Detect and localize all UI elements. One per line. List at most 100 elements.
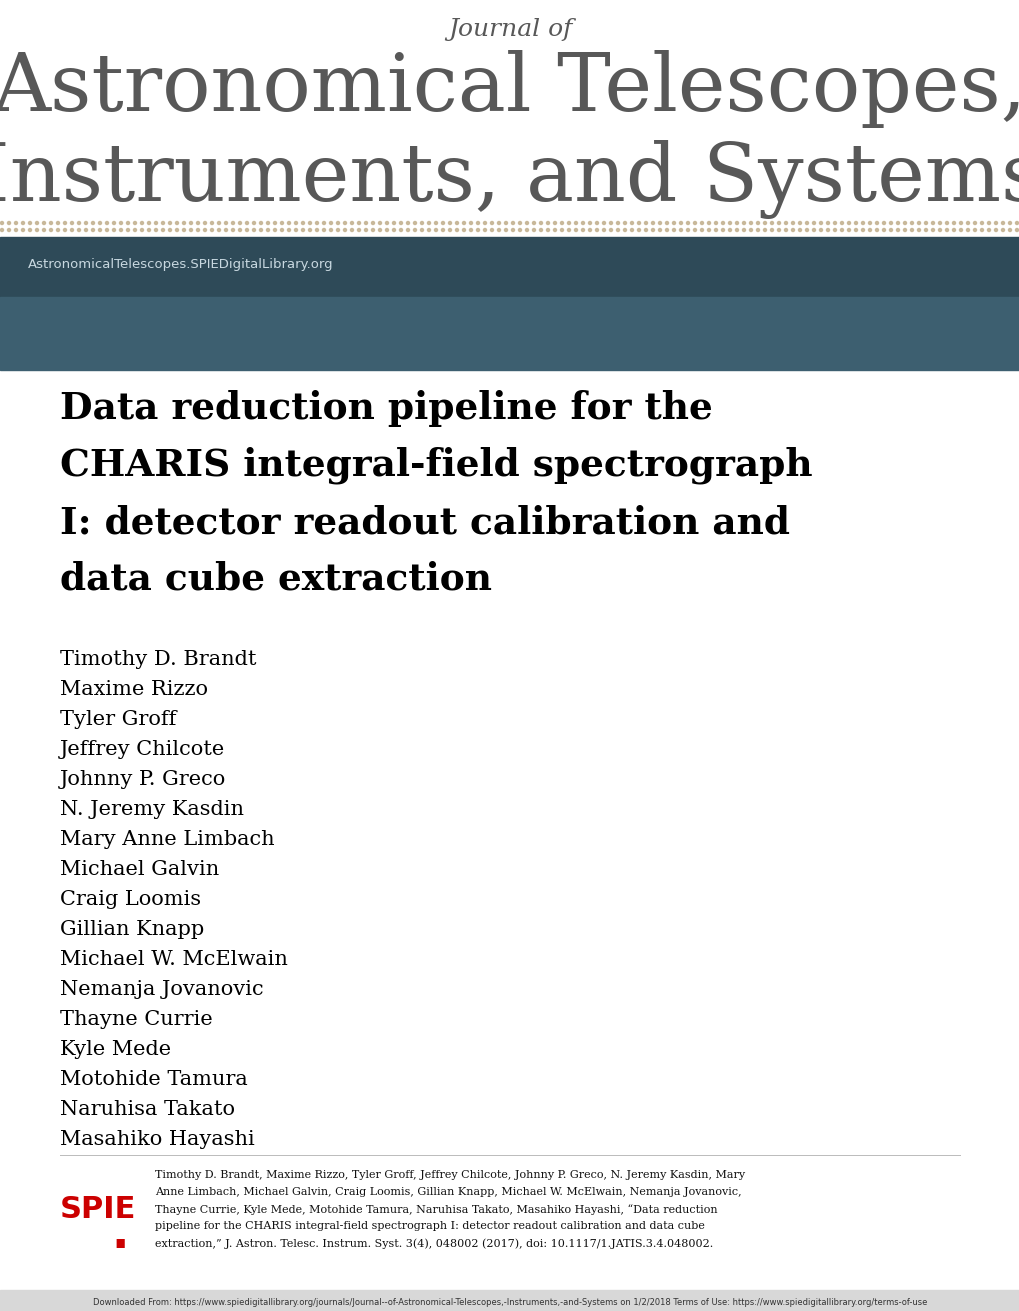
- Circle shape: [986, 228, 989, 232]
- Circle shape: [623, 228, 626, 232]
- Circle shape: [119, 228, 122, 232]
- Circle shape: [204, 228, 206, 232]
- Circle shape: [0, 228, 3, 232]
- Circle shape: [343, 222, 346, 224]
- Circle shape: [50, 228, 52, 232]
- Circle shape: [679, 222, 682, 224]
- Circle shape: [776, 222, 780, 224]
- Circle shape: [7, 228, 10, 232]
- Circle shape: [651, 222, 654, 224]
- Circle shape: [246, 222, 249, 224]
- Circle shape: [308, 228, 311, 232]
- Circle shape: [148, 228, 151, 232]
- Circle shape: [427, 222, 430, 224]
- Circle shape: [210, 228, 213, 232]
- Circle shape: [637, 228, 640, 232]
- Text: Anne Limbach, Michael Galvin, Craig Loomis, Gillian Knapp, Michael W. McElwain, : Anne Limbach, Michael Galvin, Craig Loom…: [155, 1186, 741, 1197]
- Circle shape: [553, 222, 556, 224]
- Circle shape: [63, 222, 66, 224]
- Circle shape: [287, 228, 290, 232]
- Circle shape: [420, 222, 423, 224]
- Circle shape: [231, 222, 234, 224]
- Circle shape: [448, 228, 451, 232]
- Circle shape: [874, 222, 877, 224]
- Circle shape: [539, 222, 542, 224]
- Circle shape: [476, 228, 479, 232]
- Circle shape: [630, 228, 633, 232]
- Circle shape: [574, 228, 577, 232]
- Text: Journal of: Journal of: [447, 18, 572, 41]
- Circle shape: [294, 222, 298, 224]
- Circle shape: [351, 228, 354, 232]
- Circle shape: [63, 228, 66, 232]
- Text: Instruments, and Systems: Instruments, and Systems: [0, 140, 1019, 219]
- Circle shape: [910, 228, 913, 232]
- Circle shape: [197, 222, 200, 224]
- Circle shape: [776, 228, 780, 232]
- Circle shape: [1001, 222, 1004, 224]
- Circle shape: [154, 228, 157, 232]
- Circle shape: [175, 228, 178, 232]
- Circle shape: [253, 222, 255, 224]
- Text: Timothy D. Brandt: Timothy D. Brandt: [60, 650, 256, 669]
- Circle shape: [148, 222, 151, 224]
- Circle shape: [784, 228, 787, 232]
- Circle shape: [154, 222, 157, 224]
- Circle shape: [92, 228, 95, 232]
- Circle shape: [658, 228, 661, 232]
- Circle shape: [302, 222, 305, 224]
- Text: Naruhisa Takato: Naruhisa Takato: [60, 1100, 234, 1120]
- Circle shape: [455, 228, 459, 232]
- Circle shape: [693, 228, 696, 232]
- Circle shape: [21, 222, 24, 224]
- Circle shape: [217, 222, 220, 224]
- Circle shape: [917, 222, 919, 224]
- Circle shape: [896, 228, 899, 232]
- Circle shape: [266, 228, 269, 232]
- Circle shape: [672, 222, 675, 224]
- Circle shape: [560, 228, 562, 232]
- Circle shape: [525, 228, 528, 232]
- Circle shape: [490, 222, 493, 224]
- Circle shape: [735, 222, 738, 224]
- Circle shape: [833, 228, 836, 232]
- Circle shape: [126, 222, 129, 224]
- Circle shape: [742, 222, 745, 224]
- Circle shape: [280, 222, 283, 224]
- Circle shape: [959, 228, 962, 232]
- Circle shape: [609, 228, 611, 232]
- Circle shape: [364, 228, 367, 232]
- Text: Craig Loomis: Craig Loomis: [60, 890, 201, 909]
- Circle shape: [658, 222, 661, 224]
- Circle shape: [392, 222, 395, 224]
- Circle shape: [595, 228, 598, 232]
- Circle shape: [469, 228, 472, 232]
- Circle shape: [434, 228, 437, 232]
- Circle shape: [700, 222, 703, 224]
- Circle shape: [825, 228, 828, 232]
- Circle shape: [469, 222, 472, 224]
- Circle shape: [85, 228, 88, 232]
- Circle shape: [504, 222, 507, 224]
- Circle shape: [966, 222, 968, 224]
- Circle shape: [462, 222, 465, 224]
- Circle shape: [315, 222, 318, 224]
- Circle shape: [378, 228, 381, 232]
- Text: Astronomical Telescopes,: Astronomical Telescopes,: [0, 50, 1019, 128]
- Circle shape: [923, 222, 926, 224]
- Circle shape: [518, 222, 521, 224]
- Circle shape: [322, 228, 325, 232]
- Text: Michael Galvin: Michael Galvin: [60, 860, 219, 878]
- Circle shape: [945, 222, 948, 224]
- Circle shape: [364, 222, 367, 224]
- Circle shape: [959, 222, 962, 224]
- Circle shape: [637, 222, 640, 224]
- Circle shape: [14, 222, 17, 224]
- Circle shape: [917, 228, 919, 232]
- Circle shape: [497, 228, 500, 232]
- Circle shape: [175, 222, 178, 224]
- Circle shape: [994, 222, 997, 224]
- Circle shape: [448, 222, 451, 224]
- Circle shape: [497, 222, 500, 224]
- Circle shape: [407, 222, 409, 224]
